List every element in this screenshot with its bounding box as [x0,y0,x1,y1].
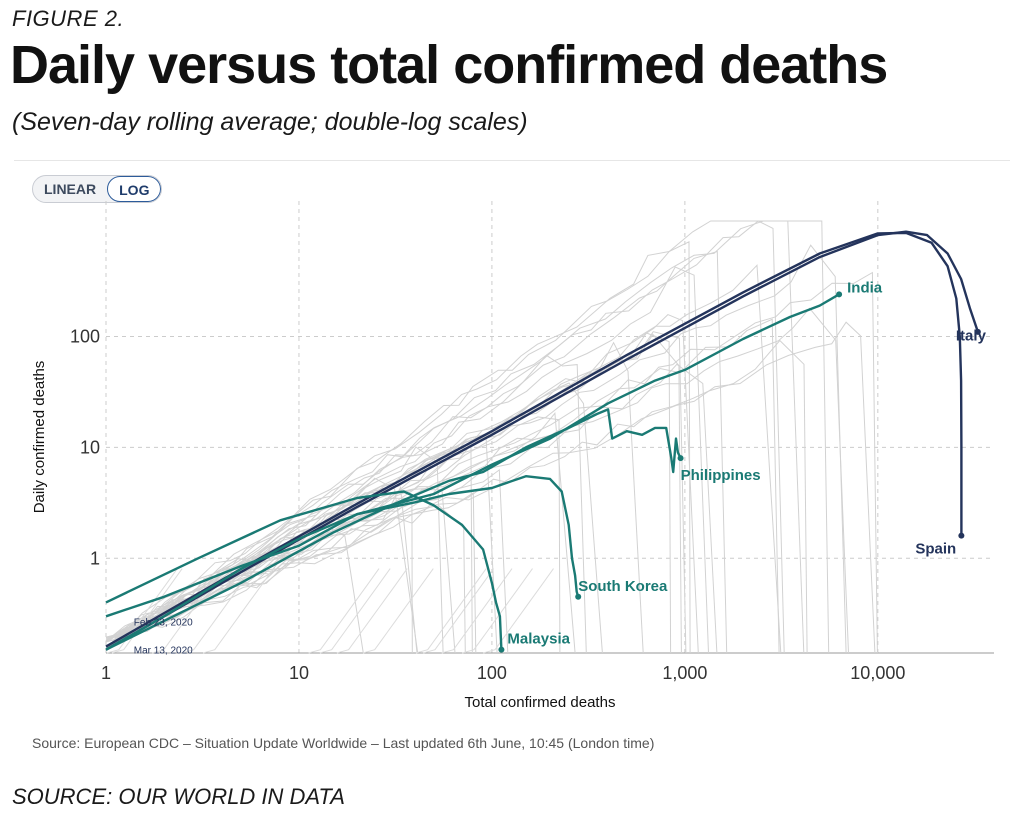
chart-panel: LINEAR LOG Italy Spain India Philippines Sou… [14,160,1010,761]
log-button[interactable]: LOG [107,176,162,202]
x-tick-label: 10 [289,663,309,683]
background-country-line [181,568,253,654]
series-label-south-korea: South Korea [578,578,668,595]
background-country-line [105,318,780,654]
date-annotation: Feb 23, 2020 [134,617,193,628]
figure-title: Daily versus total confirmed deaths [10,35,888,95]
background-country-line [441,568,513,654]
series-end-marker-malaysia [498,646,505,653]
background-country-line [105,220,805,654]
background-country-line [111,568,183,654]
background-country-line [202,568,274,654]
scale-toggle[interactable]: LINEAR LOG [32,175,163,203]
background-country-line [415,568,487,654]
series-end-marker-philippines [677,455,684,462]
series-end-marker-south-korea [575,593,582,600]
background-country-line [105,339,808,654]
y-axis-label: Daily confirmed deaths [31,361,48,514]
figure-subtitle: (Seven-day rolling average; double-log s… [12,108,528,136]
x-tick-label: 10,000 [850,663,905,683]
series-label-india: India [847,279,883,296]
chart-svg: Italy Spain India Philippines South Korea Mal… [31,201,994,711]
background-country-line [106,568,178,654]
x-axis-label: Total confirmed deaths [465,694,616,711]
background-country-line [151,568,223,654]
background-country-line [105,220,785,654]
x-tick-label: 100 [477,663,507,683]
background-country-line [362,568,434,654]
background-country-line [462,568,533,654]
series-line-south-korea [105,475,580,651]
date-annotation: Mar 13, 2020 [134,646,193,657]
series-line-spain [105,231,963,648]
series-label-italy: Italy [956,327,987,344]
background-country-line [308,568,380,654]
background-country-line [105,264,782,654]
background-country-line [105,446,444,654]
background-country-line [105,240,691,654]
y-tick-label: 100 [70,326,100,346]
series-line-malaysia [105,490,503,650]
y-tick-label: 1 [90,548,100,568]
background-country-line [483,568,554,654]
series-line-philippines [105,408,682,651]
series-label-spain: Spain [915,541,956,558]
x-tick-label: 1 [101,663,111,683]
background-country-line [423,568,495,654]
series-end-marker-india [836,291,843,298]
linear-button[interactable]: LINEAR [44,181,97,197]
series-end-marker-italy [974,328,981,335]
background-country-line [105,354,587,654]
series-line-india [105,293,840,618]
x-tick-label: 1,000 [662,663,707,683]
figure-label: FIGURE 2. [12,6,125,31]
series-end-marker-spain [958,532,965,539]
background-country-line [336,568,408,654]
y-tick-label: 10 [80,437,100,457]
series-label-malaysia: Malaysia [507,631,570,648]
background-country-line [319,568,391,654]
figure-source: SOURCE: OUR WORLD IN DATA [12,784,345,809]
chart-source-line: Source: European CDC – Situation Update … [32,735,655,751]
series-label-philippines: Philippines [681,467,761,484]
